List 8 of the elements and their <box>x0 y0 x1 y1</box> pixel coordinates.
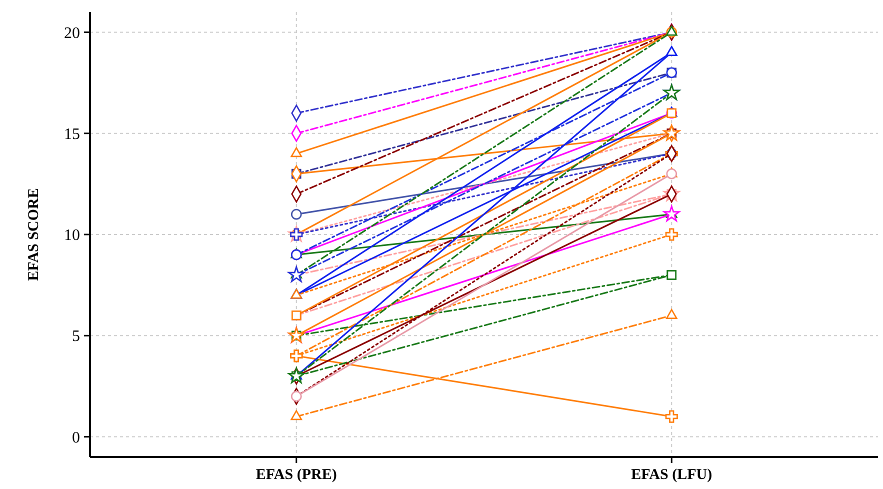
y-tick-label: 0 <box>72 429 80 446</box>
y-axis-title: EFAS SCORE <box>26 188 42 281</box>
x-tick-label: EFAS (LFU) <box>631 467 712 483</box>
y-tick-label: 20 <box>64 24 80 42</box>
x-tick-label: EFAS (PRE) <box>256 467 337 483</box>
y-tick-label: 10 <box>64 227 80 244</box>
y-tick-label: 5 <box>72 328 80 346</box>
y-tick-label: 15 <box>64 126 80 143</box>
